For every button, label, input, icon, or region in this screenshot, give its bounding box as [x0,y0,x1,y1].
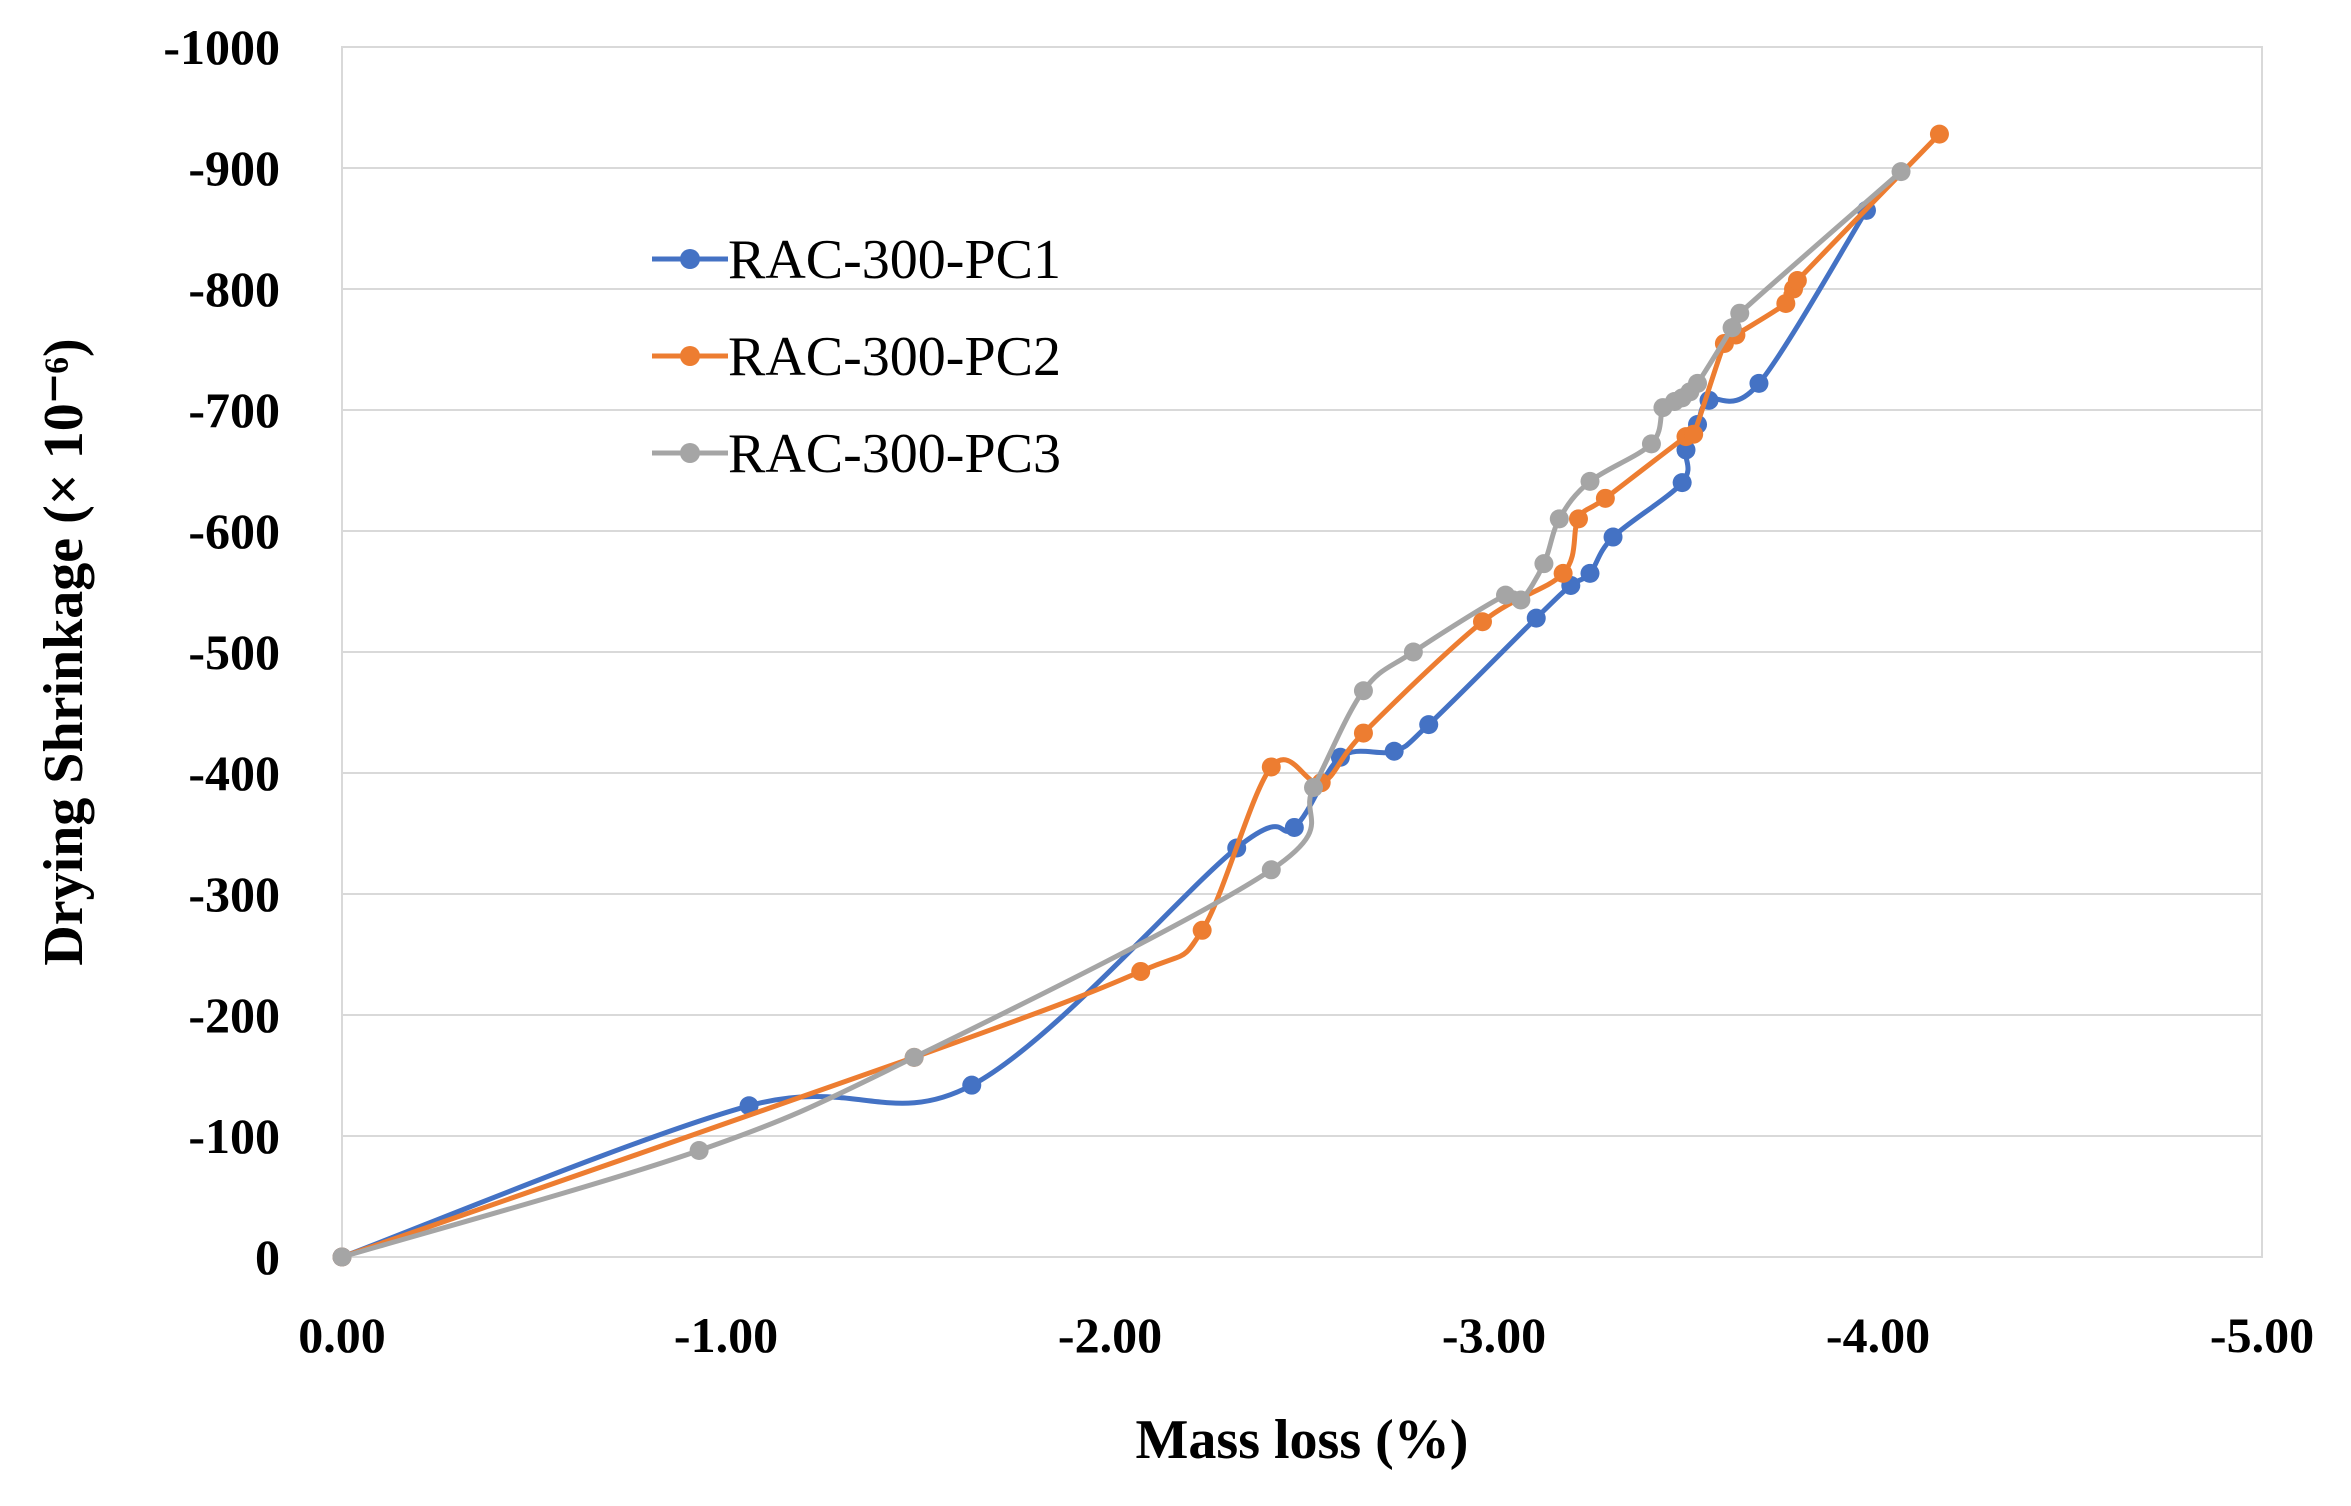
series-rac-300-pc1 [332,200,1876,1267]
legend-marker [680,443,700,463]
data-point [1261,860,1281,880]
x-tick-label: -4.00 [1826,1307,1930,1363]
data-point [1511,590,1531,610]
legend-item: RAC-300-PC1 [652,229,1061,291]
y-tick-label: -200 [188,987,280,1043]
x-tick-labels: 0.00 -1.00 -2.00 -3.00 -4.00 -5.00 [298,1307,2314,1363]
data-point [1641,434,1661,454]
y-tick-label: -300 [188,866,280,922]
data-point [1284,817,1304,837]
x-tick-label: -3.00 [1442,1307,1546,1363]
data-point [1549,509,1569,529]
data-point [962,1075,982,1095]
data-point [1595,488,1615,508]
data-point [1553,563,1573,583]
data-point [1684,424,1704,444]
series-rac-300-pc2 [332,124,1949,1267]
x-tick-label: 0.00 [298,1307,386,1363]
data-point [1722,318,1742,338]
y-tick-label: 0 [255,1229,280,1285]
y-axis-title: Drying Shrinkage (× 10⁻⁶) [33,338,95,965]
data-point [1353,681,1373,701]
data-point [1688,373,1708,393]
y-tick-label: -1000 [163,19,280,75]
legend-label: RAC-300-PC3 [728,423,1061,485]
plot-area [341,46,2263,1258]
y-tick-label: -600 [188,503,280,559]
data-point [689,1141,709,1161]
y-tick-label: -900 [188,140,280,196]
x-tick-label: -5.00 [2210,1307,2314,1363]
data-point [1353,723,1373,743]
data-point [1419,715,1439,735]
data-point [1568,509,1588,529]
series-rac-300-pc3 [332,162,1911,1267]
y-tick-label: -400 [188,745,280,801]
x-tick-label: -2.00 [1058,1307,1162,1363]
data-point [1384,741,1404,761]
data-point [1580,471,1600,491]
data-point [1580,563,1600,583]
x-axis-title: Mass loss (%) [1136,1409,1469,1471]
data-point [1891,162,1911,182]
series-layer [332,124,1949,1267]
data-point [1526,608,1546,628]
data-point [1730,303,1750,323]
data-point [1534,554,1554,574]
y-tick-labels: 0 -100 -200 -300 -400 -500 -600 -700 -800 -900 -10… [163,19,280,1285]
data-point [1929,124,1949,144]
data-point [1749,373,1769,393]
data-point [1261,757,1281,777]
y-tick-label: -700 [188,382,280,438]
data-point [1472,612,1492,632]
x-tick-label: -1.00 [674,1307,778,1363]
data-point [1776,294,1796,314]
data-point [739,1096,759,1116]
legend-label: RAC-300-PC1 [728,229,1061,291]
data-point [1192,920,1212,940]
y-tick-label: -800 [188,261,280,317]
data-point [1603,527,1623,547]
series-line [339,131,1942,1260]
legend-item: RAC-300-PC3 [652,423,1061,485]
data-point [332,1247,352,1267]
data-point [904,1047,924,1067]
legend-item: RAC-300-PC2 [652,326,1061,388]
legend: RAC-300-PC1 RAC-300-PC2 RAC-300-PC3 [652,229,1061,485]
data-point [1787,271,1807,291]
data-point [1131,961,1151,981]
gridlines [342,46,2262,1258]
legend-marker [680,249,700,269]
data-point [1672,473,1692,493]
data-point [1403,642,1423,662]
data-point [1676,440,1696,460]
legend-marker [680,346,700,366]
data-point [1496,585,1516,605]
series-line [339,207,1869,1260]
data-point [1304,778,1324,798]
y-tick-label: -100 [188,1108,280,1164]
series-line [339,169,1904,1260]
y-tick-label: -500 [188,624,280,680]
legend-label: RAC-300-PC2 [728,326,1061,388]
